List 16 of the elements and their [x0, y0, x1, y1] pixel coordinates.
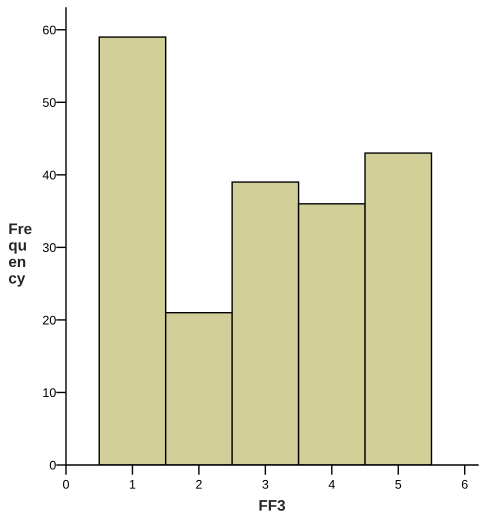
x-tick-label: 6	[462, 480, 468, 489]
x-tick-label: 2	[196, 480, 202, 489]
y-axis-title: Fre qu en cy	[8, 224, 32, 287]
y-tick-label: 50	[42, 98, 56, 107]
x-tick-label: 1	[130, 480, 136, 489]
y-tick-label: 20	[43, 316, 56, 325]
y-tick-label: 10	[43, 388, 56, 398]
x-tick-label: 4	[328, 480, 335, 489]
y-tick-label: 40	[42, 170, 56, 180]
y-tick-label: 30	[42, 243, 56, 252]
y-tick-label: 60	[43, 26, 56, 34]
x-axis-title: FF3	[259, 500, 286, 511]
x-tick-label: 0	[63, 480, 69, 489]
x-tick-label: 3	[262, 480, 268, 489]
y-tick-label: 0	[50, 460, 56, 470]
x-tick-label: 5	[395, 480, 402, 489]
